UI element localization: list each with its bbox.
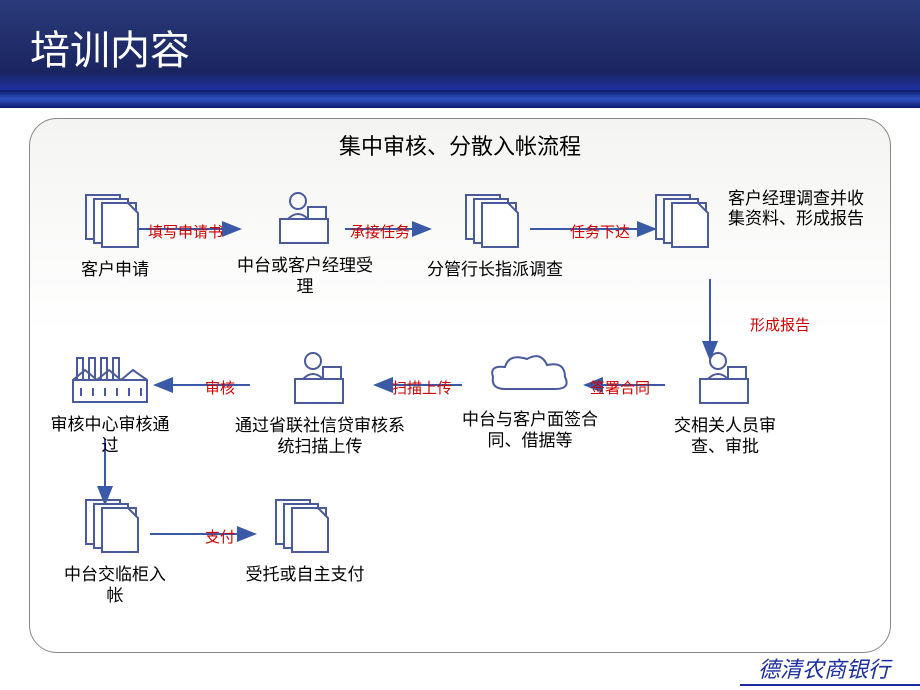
node-label: 受托或自主支付 xyxy=(246,565,365,584)
flow-node-n6: 中台与客户面签合同、借据等 xyxy=(450,349,610,451)
node-label: 中台交临柜入帐 xyxy=(64,565,166,604)
flow-node-n8: 审核中心审核通过 xyxy=(50,344,170,456)
chart-title: 集中审核、分散入帐流程 xyxy=(30,119,890,161)
slide-header: 培训内容 xyxy=(0,0,920,90)
node-label: 客户申请 xyxy=(81,260,149,279)
edge-label: 签署合同 xyxy=(590,377,650,398)
node-label: 通过省联社信贷审核系统扫描上传 xyxy=(235,416,405,455)
docs-icon xyxy=(650,189,720,256)
flow-node-n4: 客户经理调查并收集资料、形成报告 xyxy=(650,189,880,260)
flow-node-n5: 交相关人员审查、审批 xyxy=(660,349,790,457)
footer-brand: 德清农商银行 xyxy=(758,652,890,684)
flow-node-n9: 中台交临柜入帐 xyxy=(60,494,170,606)
header-title: 培训内容 xyxy=(30,18,920,76)
docs-icon xyxy=(420,189,570,256)
node-label: 中台或客户经理受理 xyxy=(237,256,373,295)
edge-label: 审核 xyxy=(205,377,235,398)
flow-node-n2: 中台或客户经理受理 xyxy=(230,189,380,297)
docs-icon xyxy=(240,494,370,561)
header-divider xyxy=(0,90,920,108)
flowchart-container: 集中审核、分散入帐流程 客户申请 中台或客户经理受理 xyxy=(29,118,891,653)
cloud-icon xyxy=(450,349,610,406)
edge-label: 填写申请书 xyxy=(148,221,223,242)
footer-underline xyxy=(740,684,920,686)
edge-label: 支付 xyxy=(205,526,235,547)
node-label: 交相关人员审查、审批 xyxy=(674,416,776,455)
edge-label: 任务下达 xyxy=(570,221,630,242)
flow-node-n7: 通过省联社信贷审核系统扫描上传 xyxy=(230,349,410,457)
flow-node-n3: 分管行长指派调查 xyxy=(420,189,570,281)
node-label: 中台与客户面签合同、借据等 xyxy=(462,410,598,449)
docs-icon xyxy=(60,494,170,561)
node-label: 分管行长指派调查 xyxy=(427,260,563,279)
person-desk-icon xyxy=(230,349,410,412)
edge-label: 扫描上传 xyxy=(392,377,452,398)
flow-node-n10: 受托或自主支付 xyxy=(240,494,370,586)
edge-label: 形成报告 xyxy=(750,314,810,335)
factory-icon xyxy=(50,344,170,411)
node-label: 审核中心审核通过 xyxy=(51,415,170,454)
person-desk-icon xyxy=(660,349,790,412)
node-label: 客户经理调查并收集资料、形成报告 xyxy=(728,189,880,230)
edge-label: 承接任务 xyxy=(350,221,410,242)
